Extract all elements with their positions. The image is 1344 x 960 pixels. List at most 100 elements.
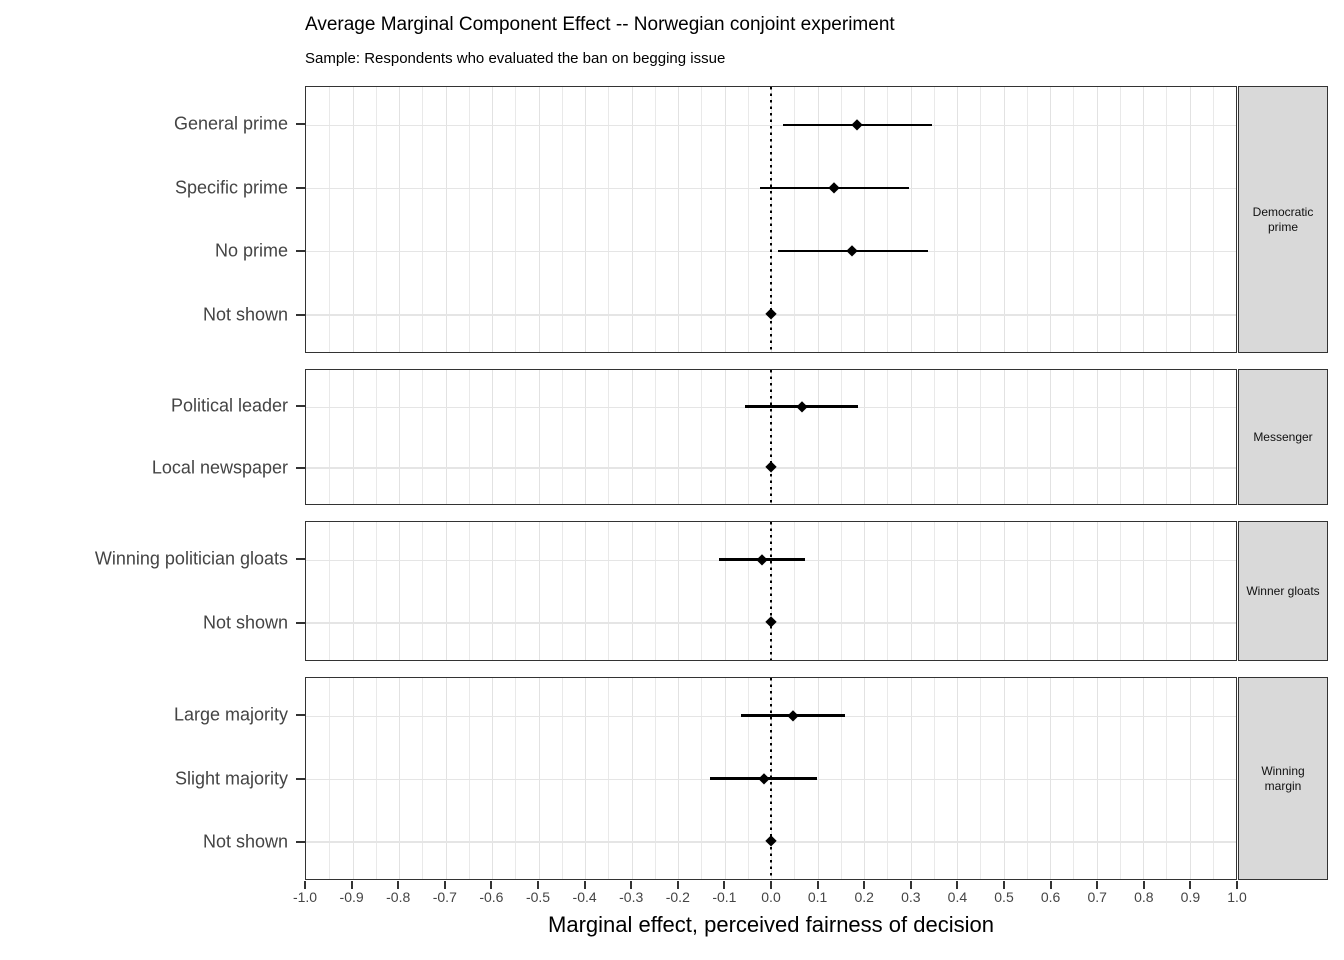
x-tick bbox=[816, 881, 819, 889]
x-tick bbox=[676, 881, 679, 889]
gridline-v bbox=[933, 522, 935, 660]
gridline-v bbox=[654, 87, 656, 352]
page-title: Average Marginal Component Effect -- Nor… bbox=[305, 14, 895, 35]
gridline-v bbox=[585, 522, 586, 660]
x-tick bbox=[490, 881, 493, 889]
point-estimate bbox=[828, 182, 841, 194]
x-tick-label: 0.1 bbox=[807, 889, 828, 905]
gridline-v bbox=[933, 87, 935, 352]
gridline-v bbox=[1189, 522, 1191, 660]
gridline-v bbox=[515, 87, 517, 352]
gridline-v bbox=[608, 87, 610, 352]
gridline-v bbox=[1212, 370, 1214, 504]
y-axis-label: Large majority bbox=[173, 704, 288, 725]
x-tick bbox=[770, 881, 772, 889]
gridline-v bbox=[701, 522, 703, 660]
point-estimate bbox=[765, 308, 777, 320]
gridline-v bbox=[724, 522, 726, 660]
gridline-v bbox=[794, 522, 796, 660]
gridline-v bbox=[840, 370, 842, 504]
x-tick bbox=[863, 881, 866, 889]
gridline-v bbox=[352, 522, 354, 660]
gridline-v bbox=[1212, 522, 1214, 660]
gridline-v bbox=[468, 87, 470, 352]
y-axis-label: Local newspaper bbox=[151, 457, 288, 478]
gridline-v bbox=[538, 522, 540, 660]
x-tick-label: -0.6 bbox=[479, 889, 504, 905]
x-tick-label: -0.7 bbox=[432, 889, 457, 905]
x-tick bbox=[583, 881, 586, 889]
gridline-v bbox=[538, 370, 540, 504]
y-tick bbox=[296, 621, 305, 624]
y-axis-label: Slight majority bbox=[174, 768, 288, 788]
gridline-v bbox=[910, 370, 912, 504]
x-tick-label: 0.2 bbox=[854, 889, 874, 905]
gridline-v bbox=[1212, 87, 1214, 352]
gridline-v bbox=[399, 87, 400, 352]
point-estimate bbox=[758, 772, 770, 785]
facet-panel bbox=[305, 677, 1237, 880]
point-estimate bbox=[846, 245, 859, 257]
point-estimate bbox=[851, 119, 864, 131]
gridline-v bbox=[1050, 87, 1051, 352]
y-axis-label: Not shown bbox=[202, 612, 288, 633]
x-tick-label: 0.5 bbox=[994, 889, 1014, 905]
facet-panel bbox=[305, 86, 1237, 353]
gridline-v bbox=[492, 370, 493, 504]
gridline-v bbox=[1050, 370, 1051, 504]
gridline-v bbox=[933, 370, 935, 504]
y-axis-label: No prime bbox=[214, 240, 288, 261]
gridline-v bbox=[724, 370, 726, 504]
x-tick bbox=[909, 881, 912, 889]
gridline-v bbox=[538, 87, 540, 352]
y-axis-label: General prime bbox=[173, 113, 288, 134]
x-tick bbox=[443, 881, 446, 889]
gridline-v bbox=[701, 370, 703, 504]
x-tick-label: -0.3 bbox=[619, 889, 644, 905]
y-tick bbox=[296, 466, 305, 469]
gridline-v bbox=[585, 370, 586, 504]
gridline-v bbox=[1096, 370, 1098, 504]
gridline-v bbox=[1119, 370, 1121, 504]
gridline-v bbox=[1166, 370, 1168, 504]
gridline-v bbox=[422, 370, 424, 504]
x-tick-label: 0.0 bbox=[761, 889, 781, 905]
x-tick bbox=[1003, 881, 1005, 889]
gridline-v bbox=[352, 370, 354, 504]
gridline-v bbox=[678, 370, 679, 504]
gridline-v bbox=[1096, 522, 1098, 660]
gridline-v bbox=[375, 370, 377, 504]
gridline-v bbox=[1003, 87, 1005, 352]
y-tick bbox=[296, 313, 305, 316]
gridline-v bbox=[492, 522, 493, 660]
gridline-v bbox=[817, 522, 819, 660]
y-tick bbox=[296, 714, 305, 717]
x-tick bbox=[1236, 881, 1238, 889]
x-tick bbox=[1189, 881, 1192, 889]
gridline-v bbox=[585, 87, 586, 352]
gridline-v bbox=[980, 87, 982, 352]
x-tick bbox=[630, 881, 633, 889]
gridline-v bbox=[1073, 522, 1075, 660]
strip-label: Winner gloats bbox=[1246, 583, 1320, 598]
facet-strip: Winner gloats bbox=[1238, 521, 1328, 661]
page-subtitle: Sample: Respondents who evaluated the ba… bbox=[305, 50, 726, 67]
point-estimate bbox=[787, 709, 799, 722]
gridline-v bbox=[957, 370, 958, 504]
y-tick bbox=[296, 558, 305, 561]
x-tick-label: -0.8 bbox=[386, 889, 411, 905]
gridline-v bbox=[1189, 87, 1191, 352]
gridline-v bbox=[329, 522, 331, 660]
gridline-v bbox=[608, 370, 610, 504]
gridline-v bbox=[840, 522, 842, 660]
strip-label: Messenger bbox=[1253, 429, 1313, 444]
x-tick-label: -0.2 bbox=[665, 889, 690, 905]
gridline-v bbox=[678, 87, 679, 352]
gridline-v bbox=[561, 370, 563, 504]
gridline-v bbox=[492, 87, 493, 352]
y-tick bbox=[296, 123, 305, 126]
gridline-v bbox=[678, 522, 679, 660]
gridline-v bbox=[1189, 370, 1191, 504]
gridline-v bbox=[980, 370, 982, 504]
